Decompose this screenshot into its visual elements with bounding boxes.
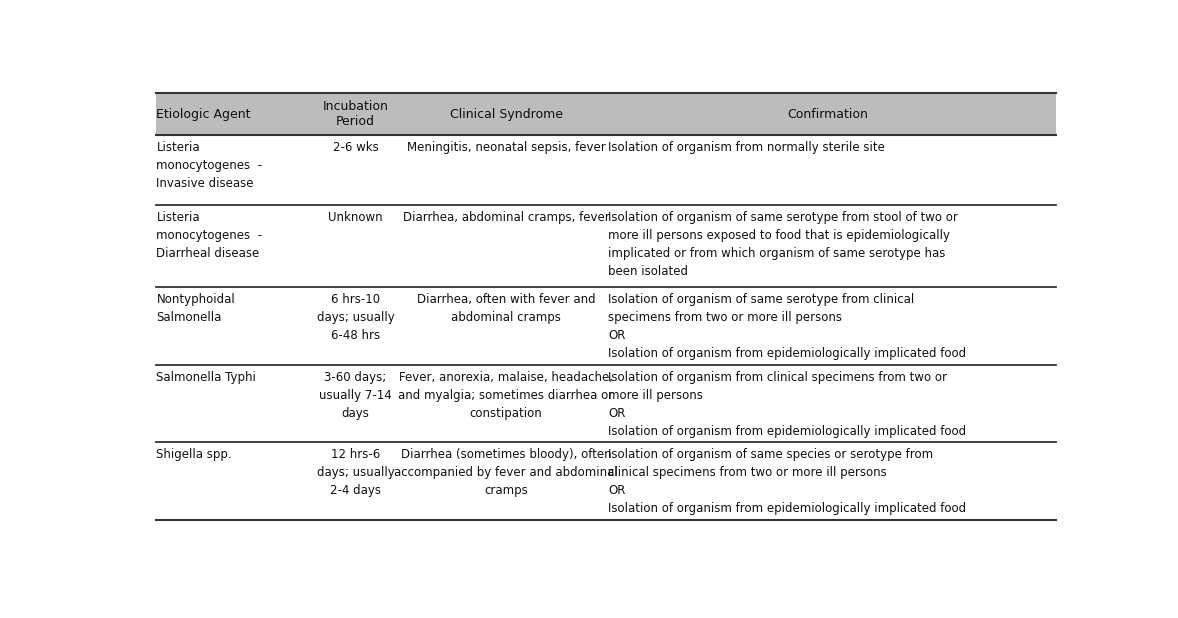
- Text: Confirmation: Confirmation: [787, 108, 868, 121]
- Text: 3-60 days;
usually 7-14
days: 3-60 days; usually 7-14 days: [319, 371, 392, 420]
- Text: Diarrhea, often with fever and
abdominal cramps: Diarrhea, often with fever and abdominal…: [417, 293, 595, 324]
- Text: Diarrhea, abdominal cramps, fever: Diarrhea, abdominal cramps, fever: [403, 211, 609, 224]
- Text: Diarrhea (sometimes bloody), often
accompanied by fever and abdominal
cramps: Diarrhea (sometimes bloody), often accom…: [395, 448, 618, 497]
- Text: 2-6 wks: 2-6 wks: [332, 141, 378, 154]
- Text: Listeria
monocytogenes  -
Diarrheal disease: Listeria monocytogenes - Diarrheal disea…: [157, 211, 263, 260]
- Text: Incubation
Period: Incubation Period: [323, 100, 389, 128]
- Text: Nontyphoidal
Salmonella: Nontyphoidal Salmonella: [157, 293, 236, 324]
- Text: Fever, anorexia, malaise, headache,
and myalgia; sometimes diarrhea or
constipat: Fever, anorexia, malaise, headache, and …: [398, 371, 614, 420]
- Text: Meningitis, neonatal sepsis, fever: Meningitis, neonatal sepsis, fever: [406, 141, 605, 154]
- Text: Isolation of organism from normally sterile site: Isolation of organism from normally ster…: [608, 141, 885, 154]
- Text: Isolation of organism of same species or serotype from
clinical specimens from t: Isolation of organism of same species or…: [608, 448, 966, 515]
- Text: Isolation of organism of same serotype from stool of two or
more ill persons exp: Isolation of organism of same serotype f…: [608, 211, 958, 278]
- Text: 12 hrs-6
days; usually
2-4 days: 12 hrs-6 days; usually 2-4 days: [317, 448, 395, 497]
- Text: Shigella spp.: Shigella spp.: [157, 448, 232, 461]
- Text: 6 hrs-10
days; usually
6-48 hrs: 6 hrs-10 days; usually 6-48 hrs: [317, 293, 395, 342]
- Text: Listeria
monocytogenes  -
Invasive disease: Listeria monocytogenes - Invasive diseas…: [157, 141, 263, 190]
- Text: Etiologic Agent: Etiologic Agent: [157, 108, 251, 121]
- Text: Salmonella Typhi: Salmonella Typhi: [157, 371, 257, 384]
- Bar: [157, 93, 1055, 135]
- Text: Isolation of organism of same serotype from clinical
specimens from two or more : Isolation of organism of same serotype f…: [608, 293, 966, 360]
- Text: Clinical Syndrome: Clinical Syndrome: [450, 108, 563, 121]
- Text: Unknown: Unknown: [329, 211, 383, 224]
- Text: Isolation of organism from clinical specimens from two or
more ill persons
OR
Is: Isolation of organism from clinical spec…: [608, 371, 966, 438]
